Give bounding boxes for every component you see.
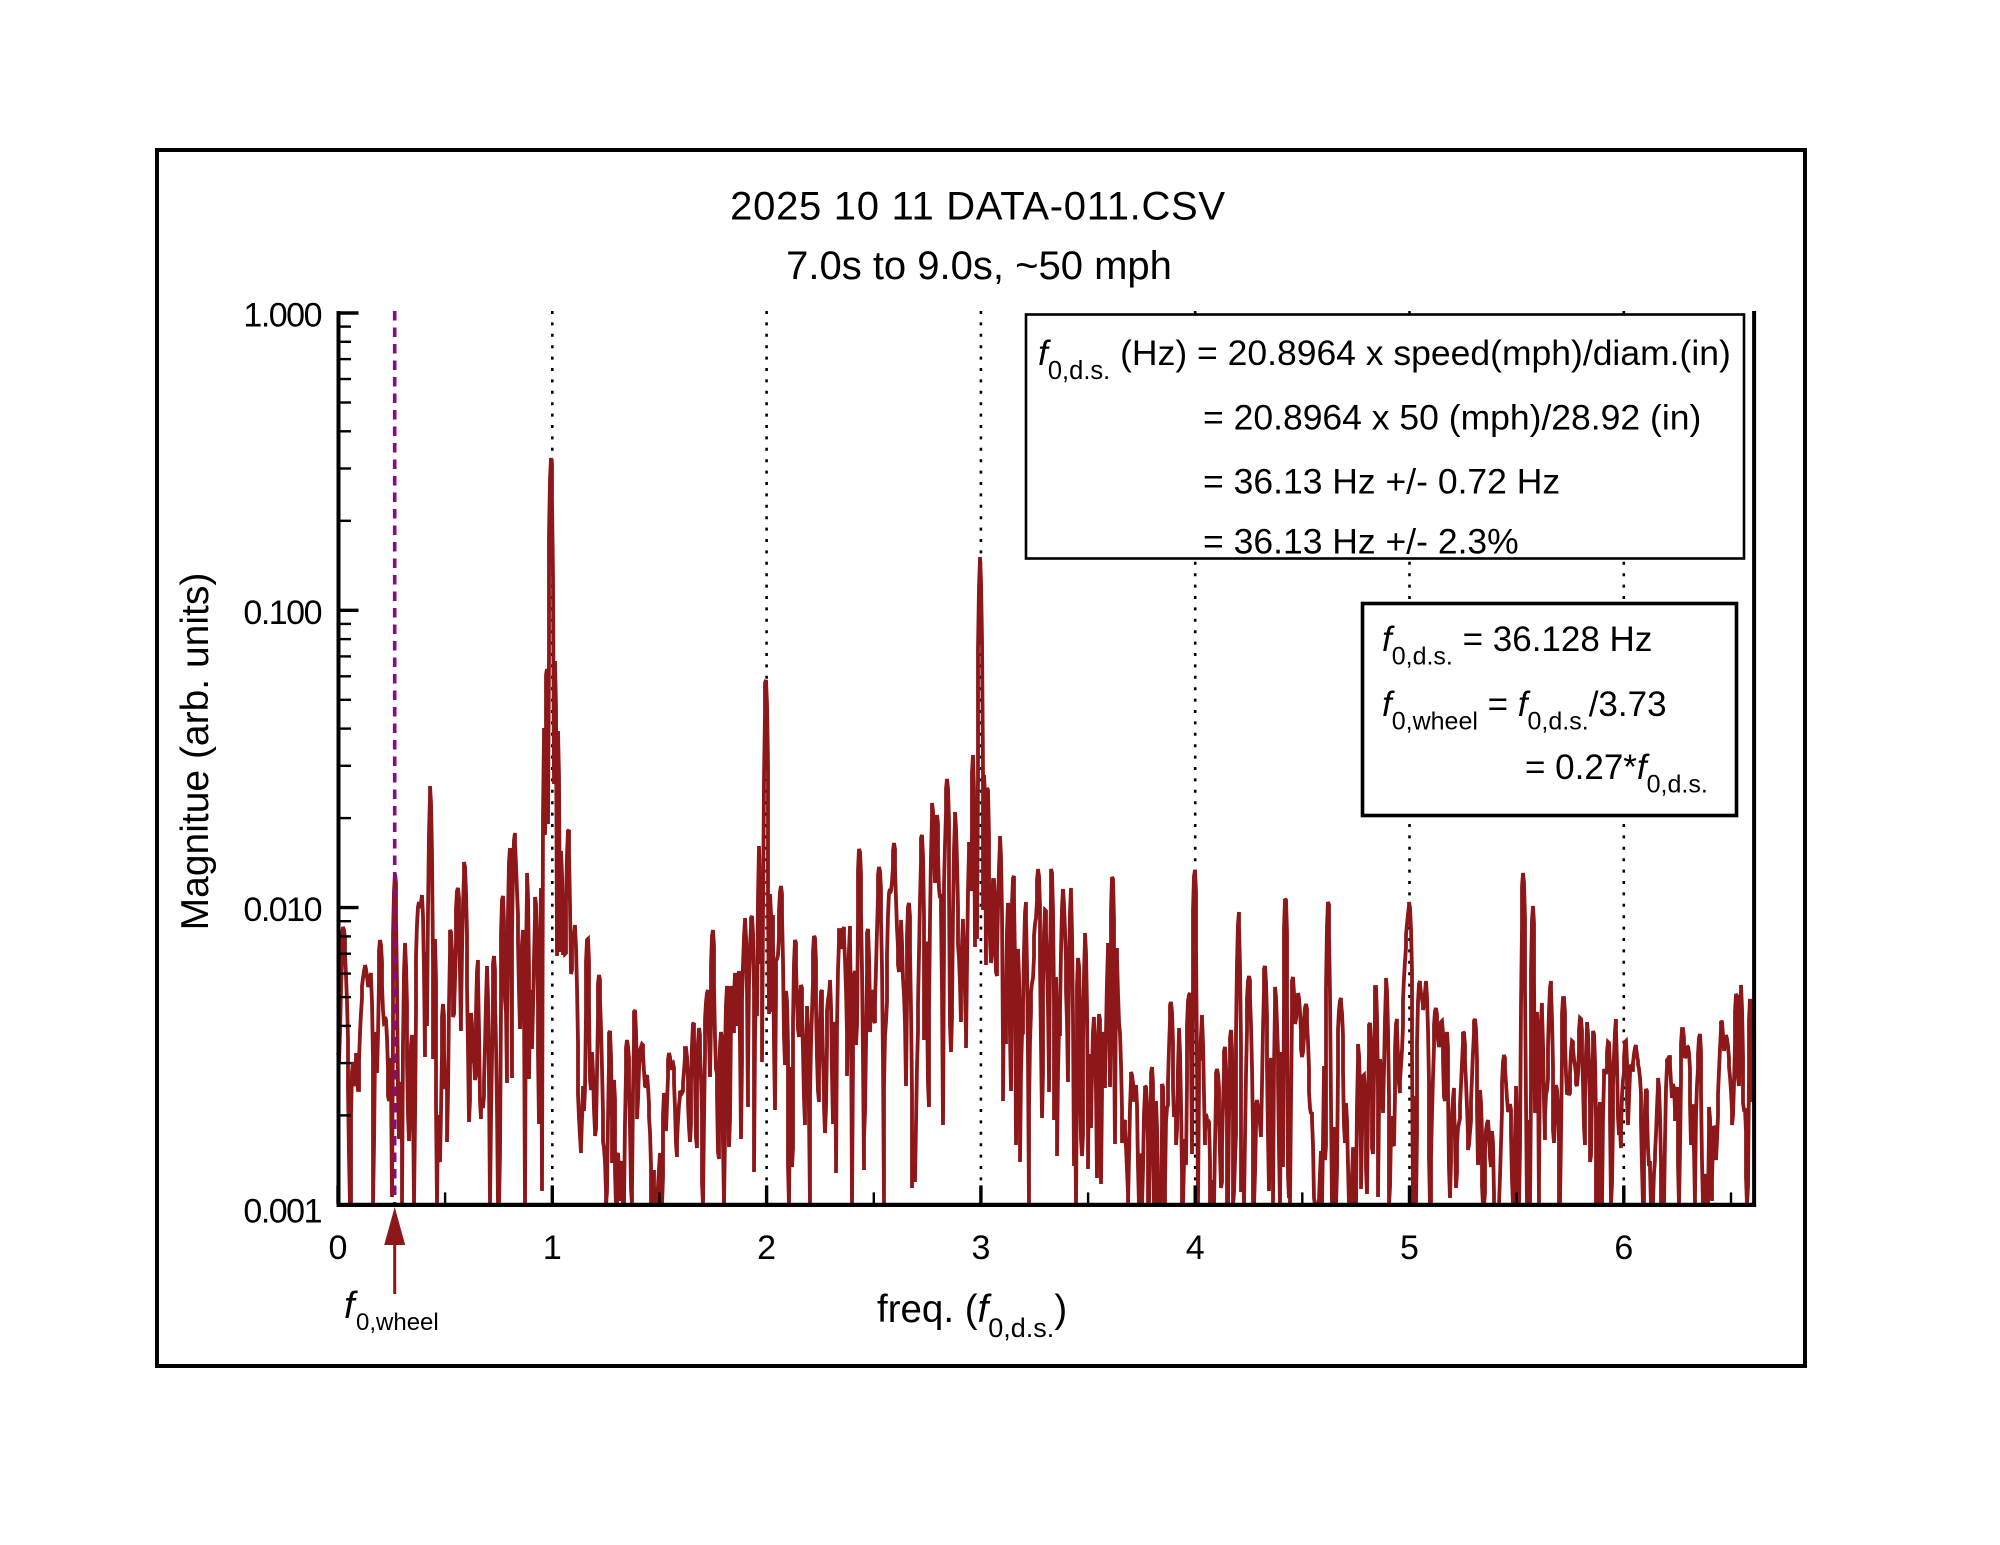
- svg-text:0,wheel: 0,wheel: [356, 1309, 439, 1336]
- svg-text:f0,d.s. (Hz) = 20.8964 x speed: f0,d.s. (Hz) = 20.8964 x speed(mph)/diam…: [1038, 333, 1731, 385]
- svg-text:5: 5: [1400, 1229, 1419, 1267]
- svg-text:4: 4: [1186, 1229, 1205, 1267]
- svg-text:1.000: 1.000: [243, 297, 321, 335]
- svg-text:3: 3: [971, 1229, 990, 1267]
- svg-text:f: f: [344, 1285, 358, 1327]
- svg-text:= 20.8964 x 50 (mph)/28.92 (in: = 20.8964 x 50 (mph)/28.92 (in): [1203, 398, 1701, 438]
- svg-text:= 36.13 Hz +/- 0.72 Hz: = 36.13 Hz +/- 0.72 Hz: [1203, 462, 1560, 502]
- svg-text:7.0s to 9.0s, ~50 mph: 7.0s to 9.0s, ~50 mph: [786, 244, 1172, 288]
- svg-text:2: 2: [757, 1229, 776, 1267]
- svg-text:2025 10 11 DATA-011.CSV: 2025 10 11 DATA-011.CSV: [730, 185, 1226, 229]
- svg-text:Magnitue (arb. units): Magnitue (arb. units): [174, 573, 217, 931]
- svg-text:0.010: 0.010: [243, 891, 321, 929]
- svg-text:f0,wheel = f0,d.s./3.73: f0,wheel = f0,d.s./3.73: [1382, 685, 1667, 736]
- svg-text:0: 0: [329, 1229, 348, 1267]
- svg-text:1: 1: [543, 1229, 562, 1267]
- svg-text:6: 6: [1614, 1229, 1633, 1267]
- svg-text:= 36.13 Hz +/- 2.3%: = 36.13 Hz +/- 2.3%: [1203, 522, 1519, 562]
- svg-text:0.001: 0.001: [243, 1192, 321, 1230]
- svg-text:0.100: 0.100: [243, 594, 321, 632]
